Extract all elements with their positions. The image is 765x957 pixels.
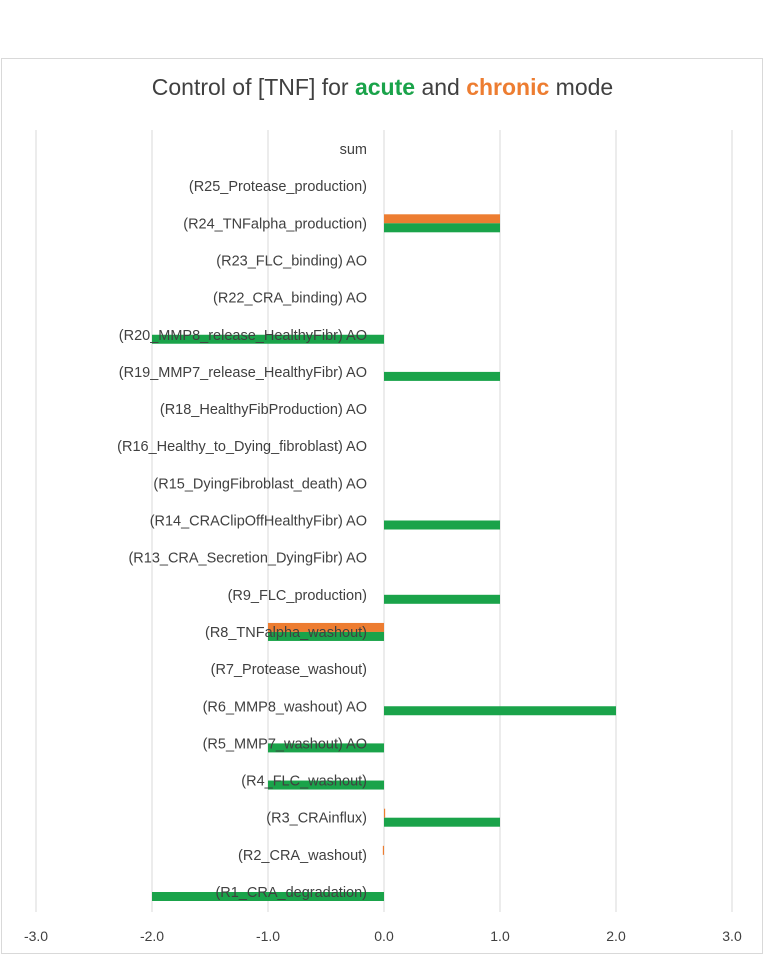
bar-acute xyxy=(384,223,500,233)
category-labels: sum (R25_Protease_production) (R24_TNFalph… xyxy=(117,142,367,901)
category-label: (R2_CRA_washout) xyxy=(238,848,367,864)
category-label: (R9_FLC_production) xyxy=(228,588,367,604)
x-tick-label: -1.0 xyxy=(256,928,280,944)
title-part-2: and xyxy=(415,74,467,100)
bar-acute xyxy=(384,520,500,530)
category-label: (R4_FLC_washout) xyxy=(241,774,367,790)
category-label: sum xyxy=(340,142,367,158)
title-part-1: Control of [TNF] for xyxy=(151,74,355,100)
bar-chronic xyxy=(382,845,384,855)
category-label: (R14_CRAClipOffHealthyFibr) AO xyxy=(150,514,367,530)
x-tick-label: 0.0 xyxy=(374,928,394,944)
title-part-3: mode xyxy=(549,74,614,100)
category-label: (R22_CRA_binding) AO xyxy=(213,291,367,307)
category-label: (R24_TNFalpha_production) xyxy=(183,216,367,232)
chart-title: Control of [TNF] for acute and chronic m… xyxy=(0,74,765,101)
category-label: (R1_CRA_degradation) xyxy=(215,885,367,901)
category-label: (R15_DyingFibroblast_death) AO xyxy=(153,476,367,492)
x-tick-label: 2.0 xyxy=(606,928,626,944)
category-label: (R7_Protease_washout) xyxy=(211,662,367,678)
category-label: (R23_FLC_binding) AO xyxy=(216,253,367,269)
bar-acute xyxy=(152,334,384,344)
bar-acute xyxy=(268,780,384,790)
category-label: (R18_HealthyFibProduction) AO xyxy=(160,402,367,418)
category-label: (R5_MMP7_washout) AO xyxy=(203,736,367,752)
bar-acute xyxy=(384,817,500,827)
chart-frame xyxy=(1,58,763,954)
category-label: (R20_MMP8_release_HealthyFibr) AO xyxy=(119,328,367,344)
category-label: (R3_CRAinflux) xyxy=(266,811,367,827)
x-tick-label: -3.0 xyxy=(24,928,48,944)
title-acute: acute xyxy=(354,74,416,100)
bars xyxy=(152,214,616,901)
title-chronic: chronic xyxy=(466,74,550,100)
category-label: (R25_Protease_production) xyxy=(189,179,367,195)
bar-acute xyxy=(152,892,384,901)
bar-chronic xyxy=(268,622,384,632)
bar-acute xyxy=(384,706,616,716)
bar-acute xyxy=(268,631,384,641)
category-label: (R6_MMP8_washout) AO xyxy=(203,699,367,715)
bar-acute xyxy=(384,594,500,604)
bar-chronic xyxy=(384,214,500,224)
x-tick-label: 1.0 xyxy=(490,928,510,944)
x-tick-labels: -3.0 -2.0 -1.0 0.0 1.0 2.0 3.0 xyxy=(24,928,742,944)
category-label: (R8_TNFalpha_washout) xyxy=(205,625,367,641)
bar-chronic xyxy=(384,808,386,818)
x-tick-label: 3.0 xyxy=(722,928,742,944)
bar-acute xyxy=(268,743,384,753)
bar-acute xyxy=(384,371,500,381)
x-tick-label: -2.0 xyxy=(140,928,164,944)
category-label: (R16_Healthy_to_Dying_fibroblast) AO xyxy=(117,439,367,455)
category-label: (R13_CRA_Secretion_DyingFibr) AO xyxy=(128,551,367,567)
category-label: (R19_MMP7_release_HealthyFibr) AO xyxy=(119,365,367,381)
